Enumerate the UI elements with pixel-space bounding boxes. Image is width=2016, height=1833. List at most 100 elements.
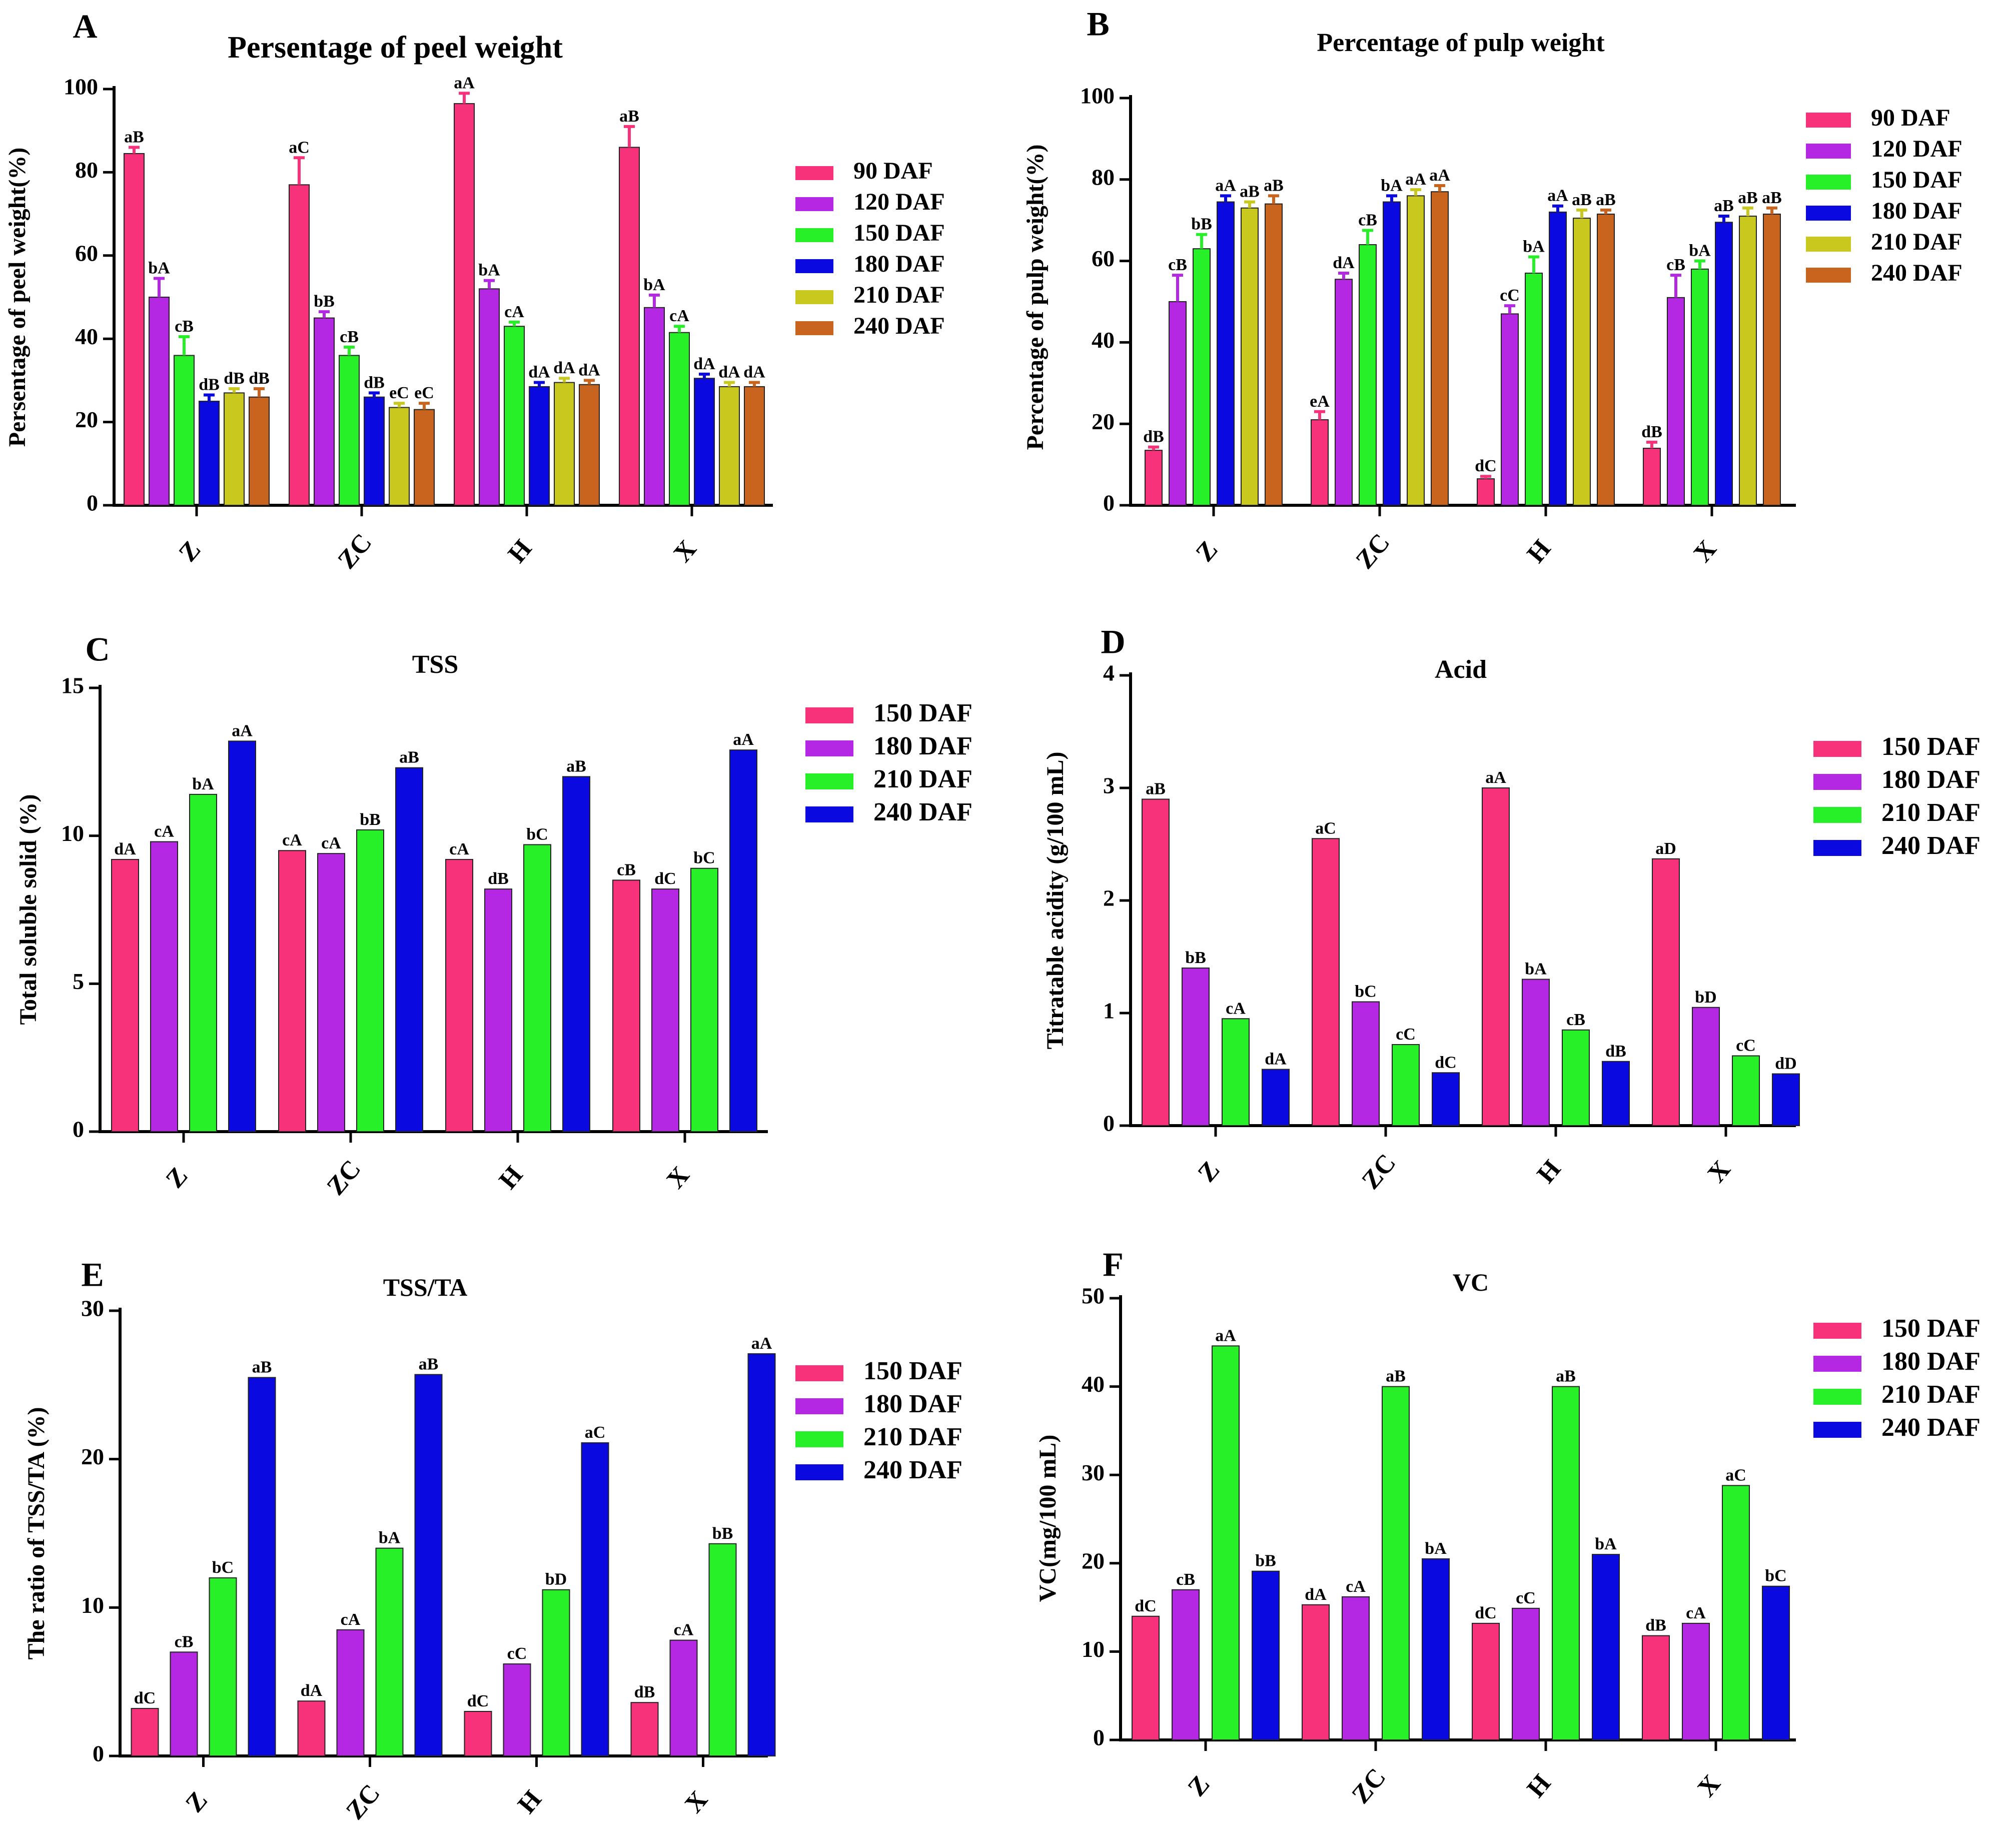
legend-label: 240 DAF	[873, 798, 972, 826]
panel-B: B Percentage of pulp weight 0 20 40 60 80 100 Pe…	[1022, 5, 1962, 574]
bar	[389, 407, 410, 506]
bar-annotation: aB	[1714, 197, 1734, 215]
bar-annotation: aA	[733, 730, 754, 749]
bar-annotation: cB	[1358, 211, 1377, 230]
bar-annotation: cA	[1686, 1604, 1706, 1622]
bar-annotation: aB	[1556, 1367, 1576, 1386]
legend-label: 150 DAF	[873, 699, 972, 727]
bar-annotation: bD	[545, 1570, 567, 1589]
bar	[364, 396, 385, 506]
bar-annotation: dA	[1333, 254, 1355, 272]
bar-annotation: cB	[1168, 256, 1187, 274]
y-tick-label: 10	[1082, 1636, 1105, 1662]
y-tick-label: 100	[64, 74, 98, 100]
legend-swatch	[1806, 175, 1851, 190]
bar-annotation: aA	[1405, 170, 1426, 189]
bar-annotation: bC	[1355, 983, 1376, 1001]
bar-annotation: aB	[566, 757, 586, 775]
bar-annotation: dC	[1435, 1053, 1456, 1072]
bar-annotation: aA	[1429, 166, 1450, 185]
bar-annotation: aC	[1725, 1466, 1746, 1484]
bar-annotation: bA	[478, 261, 500, 280]
y-tick-label: 0	[87, 490, 98, 516]
chart-title: Acid	[1435, 655, 1487, 684]
bar	[1383, 201, 1401, 506]
x-tick-label: ZC	[341, 1779, 386, 1825]
legend-label: 150 DAF	[1881, 1314, 1980, 1343]
y-tick-label: 3	[1103, 773, 1115, 798]
legend-swatch	[805, 740, 853, 756]
y-axis-label: Titratable acidity (g/100 mL)	[1042, 751, 1069, 1049]
y-axis-label: Total soluble solid (%)	[15, 794, 42, 1025]
bar	[1522, 979, 1550, 1126]
bar	[1512, 1607, 1540, 1740]
bar	[339, 355, 360, 506]
bar-annotation: bA	[379, 1529, 401, 1547]
panel-F: F VC 0 10 20 30 40 50 VC(mg/100 mL) ZdC cB aA bB ZC dA…	[1035, 1246, 1980, 1809]
bar-annotation: aB	[1386, 1367, 1406, 1386]
bar	[1692, 1007, 1720, 1126]
legend: 90 DAF 120 DAF 150 DAF 180 DAF 210 DAF 240 DA…	[1806, 105, 1962, 286]
bar-annotation: bB	[712, 1524, 733, 1543]
bar	[1382, 1386, 1410, 1741]
bar	[174, 355, 195, 506]
bar	[1732, 1055, 1760, 1126]
bar-annotation: dB	[1641, 423, 1662, 441]
bar	[1562, 1029, 1590, 1126]
bar	[1172, 1589, 1200, 1741]
legend-swatch	[1813, 807, 1861, 823]
panel-D: D Acid 0 1 2 3 4 Titratable acidity (g/100 mL) Z…	[1042, 623, 1980, 1195]
legend-swatch	[1806, 206, 1851, 221]
bar-annotation: aB	[399, 748, 419, 767]
y-tick-label: 100	[1080, 83, 1115, 109]
legend-label: 210 DAF	[853, 282, 945, 308]
bar-annotation: bA	[1381, 176, 1403, 195]
bar	[1302, 1604, 1330, 1740]
y-tick-label: 2	[1103, 885, 1115, 911]
legend-swatch	[1806, 237, 1851, 252]
bar-annotation: aB	[124, 128, 144, 146]
bar	[484, 888, 512, 1133]
legend-label: 90 DAF	[1871, 105, 1950, 131]
legend-swatch	[805, 806, 853, 822]
x-tick-label: X	[668, 535, 702, 567]
bar	[209, 1577, 237, 1756]
x-tick-label: Z	[180, 1786, 213, 1817]
bar-annotation: cB	[1176, 1570, 1195, 1589]
panel-A: A Persentage of peel weight 0 20 40 60 80 100 Pe…	[4, 8, 945, 574]
bar-annotation: cA	[282, 831, 302, 849]
bar-annotation: cB	[1566, 1011, 1585, 1029]
legend-swatch	[1813, 1356, 1861, 1372]
x-tick-label: H	[1522, 1769, 1557, 1803]
legend-label: 210 DAF	[1881, 1380, 1980, 1409]
bar	[1722, 1485, 1750, 1741]
legend-swatch	[1813, 840, 1861, 856]
x-tick-label: X	[1702, 1155, 1736, 1188]
panel-letter: F	[1103, 1246, 1124, 1284]
y-tick-label: 80	[75, 157, 98, 183]
y-tick-label: 10	[81, 1592, 104, 1618]
legend-swatch	[795, 197, 833, 211]
legend-label: 180 DAF	[853, 251, 945, 277]
legend-label: 150 DAF	[1871, 167, 1962, 193]
bar-annotation: dB	[224, 369, 245, 388]
bar-annotation: dC	[467, 1692, 489, 1710]
bar-annotation: eC	[414, 384, 434, 402]
bar-annotation: cC	[1516, 1589, 1536, 1607]
y-tick-label: 30	[1082, 1460, 1105, 1485]
bar	[170, 1651, 198, 1756]
y-tick-label: 1	[1103, 998, 1115, 1024]
bar	[228, 740, 256, 1132]
bar	[356, 829, 384, 1132]
bar-annotation: cA	[154, 822, 174, 840]
bar	[289, 184, 310, 506]
bar	[189, 793, 217, 1132]
bar	[1193, 248, 1211, 506]
bar-annotation: dB	[488, 869, 509, 888]
bar-annotation: dC	[654, 869, 676, 888]
panel-letter: B	[1087, 5, 1109, 43]
bar	[1602, 1061, 1630, 1126]
x-tick-label: Z	[161, 1162, 194, 1193]
bar	[1422, 1558, 1450, 1740]
bar-annotation: dA	[718, 363, 740, 382]
